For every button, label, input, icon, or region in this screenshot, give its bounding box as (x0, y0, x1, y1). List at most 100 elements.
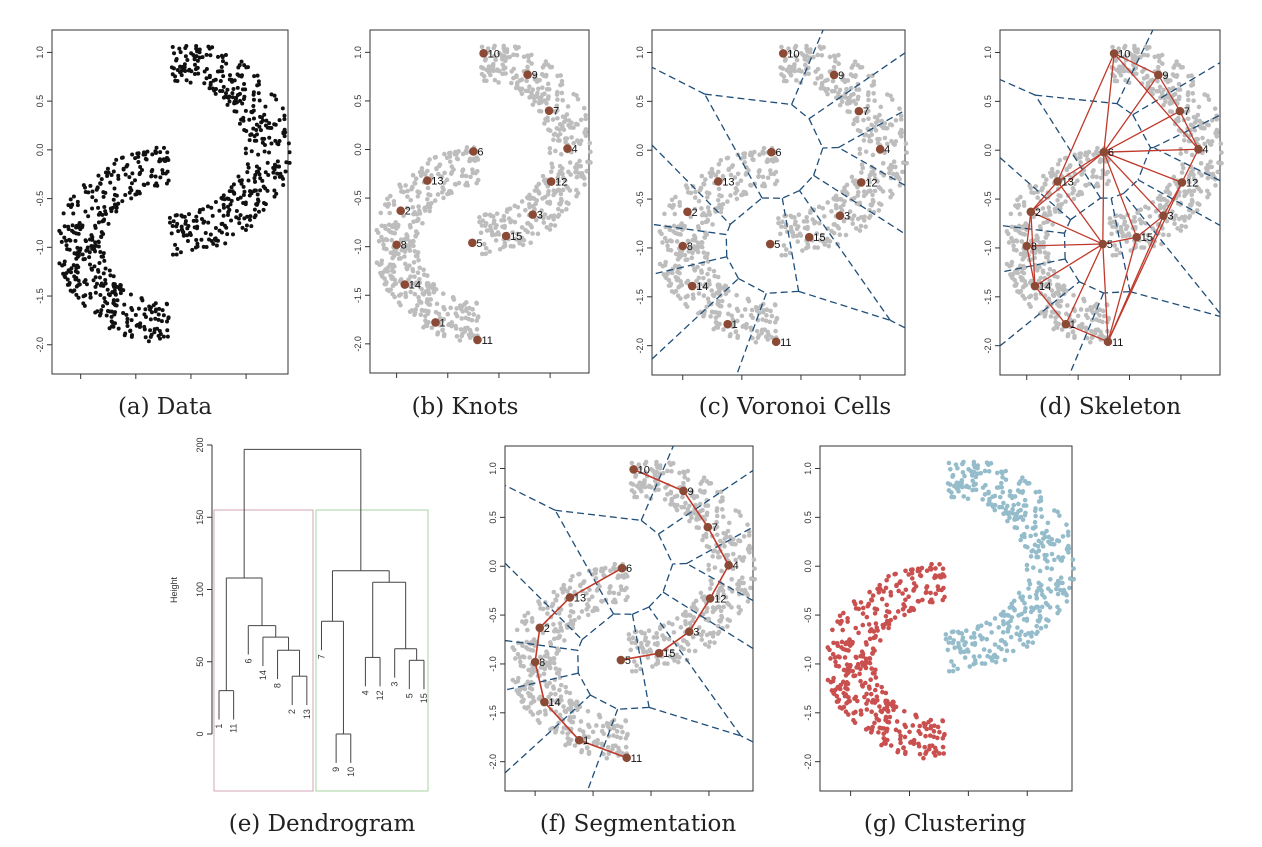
data-point (1098, 175, 1104, 181)
data-point (642, 637, 648, 643)
y-tick-label: 0.5 (488, 511, 498, 524)
data-point (1020, 231, 1025, 237)
data-point (552, 131, 558, 137)
data-point (565, 735, 571, 741)
data-point (1188, 203, 1194, 208)
data-point (812, 219, 818, 225)
data-point (870, 152, 876, 158)
data-point (221, 193, 226, 198)
data-point (386, 227, 391, 233)
data-point (237, 121, 242, 126)
data-point (792, 215, 797, 220)
data-point (560, 171, 565, 177)
data-point (548, 656, 553, 662)
data-point (251, 116, 256, 121)
data-point (737, 538, 743, 544)
data-point (515, 651, 521, 657)
data-point (578, 117, 584, 123)
data-point (240, 87, 245, 92)
data-point (1161, 87, 1166, 93)
data-point (128, 185, 133, 190)
data-point (521, 664, 526, 669)
data-point (872, 98, 877, 104)
data-point (917, 751, 923, 757)
data-point (419, 307, 425, 313)
data-point (513, 679, 519, 685)
data-point (1163, 99, 1168, 104)
data-point (701, 250, 707, 255)
data-point (412, 249, 418, 254)
data-point (203, 230, 208, 235)
knot-9 (1154, 70, 1163, 80)
data-point (900, 591, 905, 596)
data-point (818, 86, 824, 91)
data-points (374, 43, 593, 343)
data-point (1198, 125, 1204, 131)
data-point (65, 277, 70, 282)
data-point (479, 223, 485, 228)
data-point (385, 196, 390, 202)
data-point (188, 232, 193, 237)
data-point (816, 204, 822, 210)
data-point (804, 43, 809, 49)
data-point (173, 78, 178, 83)
data-point (1130, 55, 1136, 60)
data-point (221, 202, 226, 207)
data-point (832, 222, 837, 227)
data-point (895, 749, 900, 755)
data-point (689, 515, 694, 520)
voronoi-edge (740, 735, 754, 743)
data-point (440, 185, 445, 190)
data-point (441, 195, 446, 201)
data-point (714, 513, 720, 519)
data-point (870, 671, 876, 676)
data-point (849, 65, 855, 70)
data-point (116, 201, 121, 206)
data-point (1009, 615, 1015, 620)
data-point (1033, 292, 1038, 297)
data-point (540, 65, 546, 70)
data-point (924, 589, 929, 595)
data-point (892, 615, 898, 620)
data-point (1007, 488, 1013, 494)
data-point (536, 599, 541, 604)
data-point (1004, 648, 1010, 654)
voronoi-edge (1129, 290, 1221, 317)
data-point (1042, 250, 1048, 255)
data-point (561, 119, 567, 125)
data-point (1006, 240, 1012, 245)
data-point (662, 661, 667, 666)
data-point (677, 470, 682, 476)
data-point (154, 307, 159, 312)
data-point (1213, 183, 1218, 188)
data-point (186, 68, 191, 73)
data-point (1035, 195, 1040, 200)
data-point (145, 149, 150, 154)
data-point (1090, 169, 1096, 175)
data-point (929, 561, 934, 567)
y-tick-label: 1.0 (635, 46, 645, 59)
data-point (1072, 333, 1077, 339)
data-point (256, 199, 261, 204)
data-point (447, 321, 452, 327)
data-point (111, 274, 116, 279)
data-point (257, 172, 262, 177)
data-point (632, 659, 637, 664)
data-point (516, 213, 522, 218)
data-point (254, 164, 259, 169)
data-point (940, 572, 945, 577)
data-point (1014, 238, 1020, 244)
data-point (124, 164, 129, 169)
data-point (267, 150, 272, 155)
data-point (1054, 283, 1060, 289)
data-point (502, 49, 507, 54)
data-point (425, 297, 430, 303)
data-point (906, 572, 912, 577)
data-point (927, 599, 933, 605)
data-point (261, 207, 266, 212)
data-point (245, 162, 250, 167)
data-point (1206, 122, 1211, 128)
data-point (127, 175, 132, 180)
data-point (541, 73, 546, 78)
data-point (937, 561, 942, 567)
